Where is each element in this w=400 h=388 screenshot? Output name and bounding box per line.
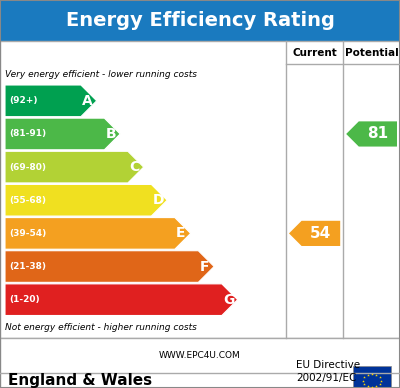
Bar (0, 41, 400, 338)
Polygon shape (346, 121, 397, 147)
Bar (353, 366, 391, 388)
Text: B: B (105, 127, 116, 141)
Text: E: E (176, 226, 185, 241)
Polygon shape (5, 151, 144, 183)
Polygon shape (5, 184, 167, 216)
Text: 54: 54 (310, 226, 332, 241)
Text: England & Wales: England & Wales (8, 373, 152, 388)
Text: D: D (152, 193, 164, 207)
Text: (69-80): (69-80) (9, 163, 46, 171)
Text: EU Directive: EU Directive (296, 360, 360, 370)
Polygon shape (5, 251, 214, 282)
Text: 81: 81 (367, 126, 388, 142)
Text: F: F (199, 260, 209, 274)
Text: (1-20): (1-20) (9, 295, 40, 304)
Text: WWW.EPC4U.COM: WWW.EPC4U.COM (159, 351, 241, 360)
Text: (21-38): (21-38) (9, 262, 46, 271)
Text: (92+): (92+) (9, 96, 38, 105)
Text: Very energy efficient - lower running costs: Very energy efficient - lower running co… (5, 70, 197, 79)
Text: Not energy efficient - higher running costs: Not energy efficient - higher running co… (5, 323, 197, 332)
Text: A: A (82, 94, 93, 108)
Text: Current: Current (292, 47, 337, 57)
Polygon shape (5, 85, 97, 117)
Polygon shape (5, 218, 191, 249)
Text: (81-91): (81-91) (9, 130, 46, 139)
Text: (39-54): (39-54) (9, 229, 46, 238)
Text: Potential: Potential (345, 47, 398, 57)
Text: (55-68): (55-68) (9, 196, 46, 205)
Polygon shape (5, 284, 238, 315)
Text: G: G (223, 293, 234, 307)
Text: Energy Efficiency Rating: Energy Efficiency Rating (66, 11, 334, 30)
Polygon shape (5, 118, 120, 150)
Bar (0, 0, 400, 41)
Bar (0, 338, 400, 388)
Polygon shape (289, 221, 340, 246)
Text: 2002/91/EC: 2002/91/EC (296, 372, 356, 383)
Text: C: C (129, 160, 139, 174)
